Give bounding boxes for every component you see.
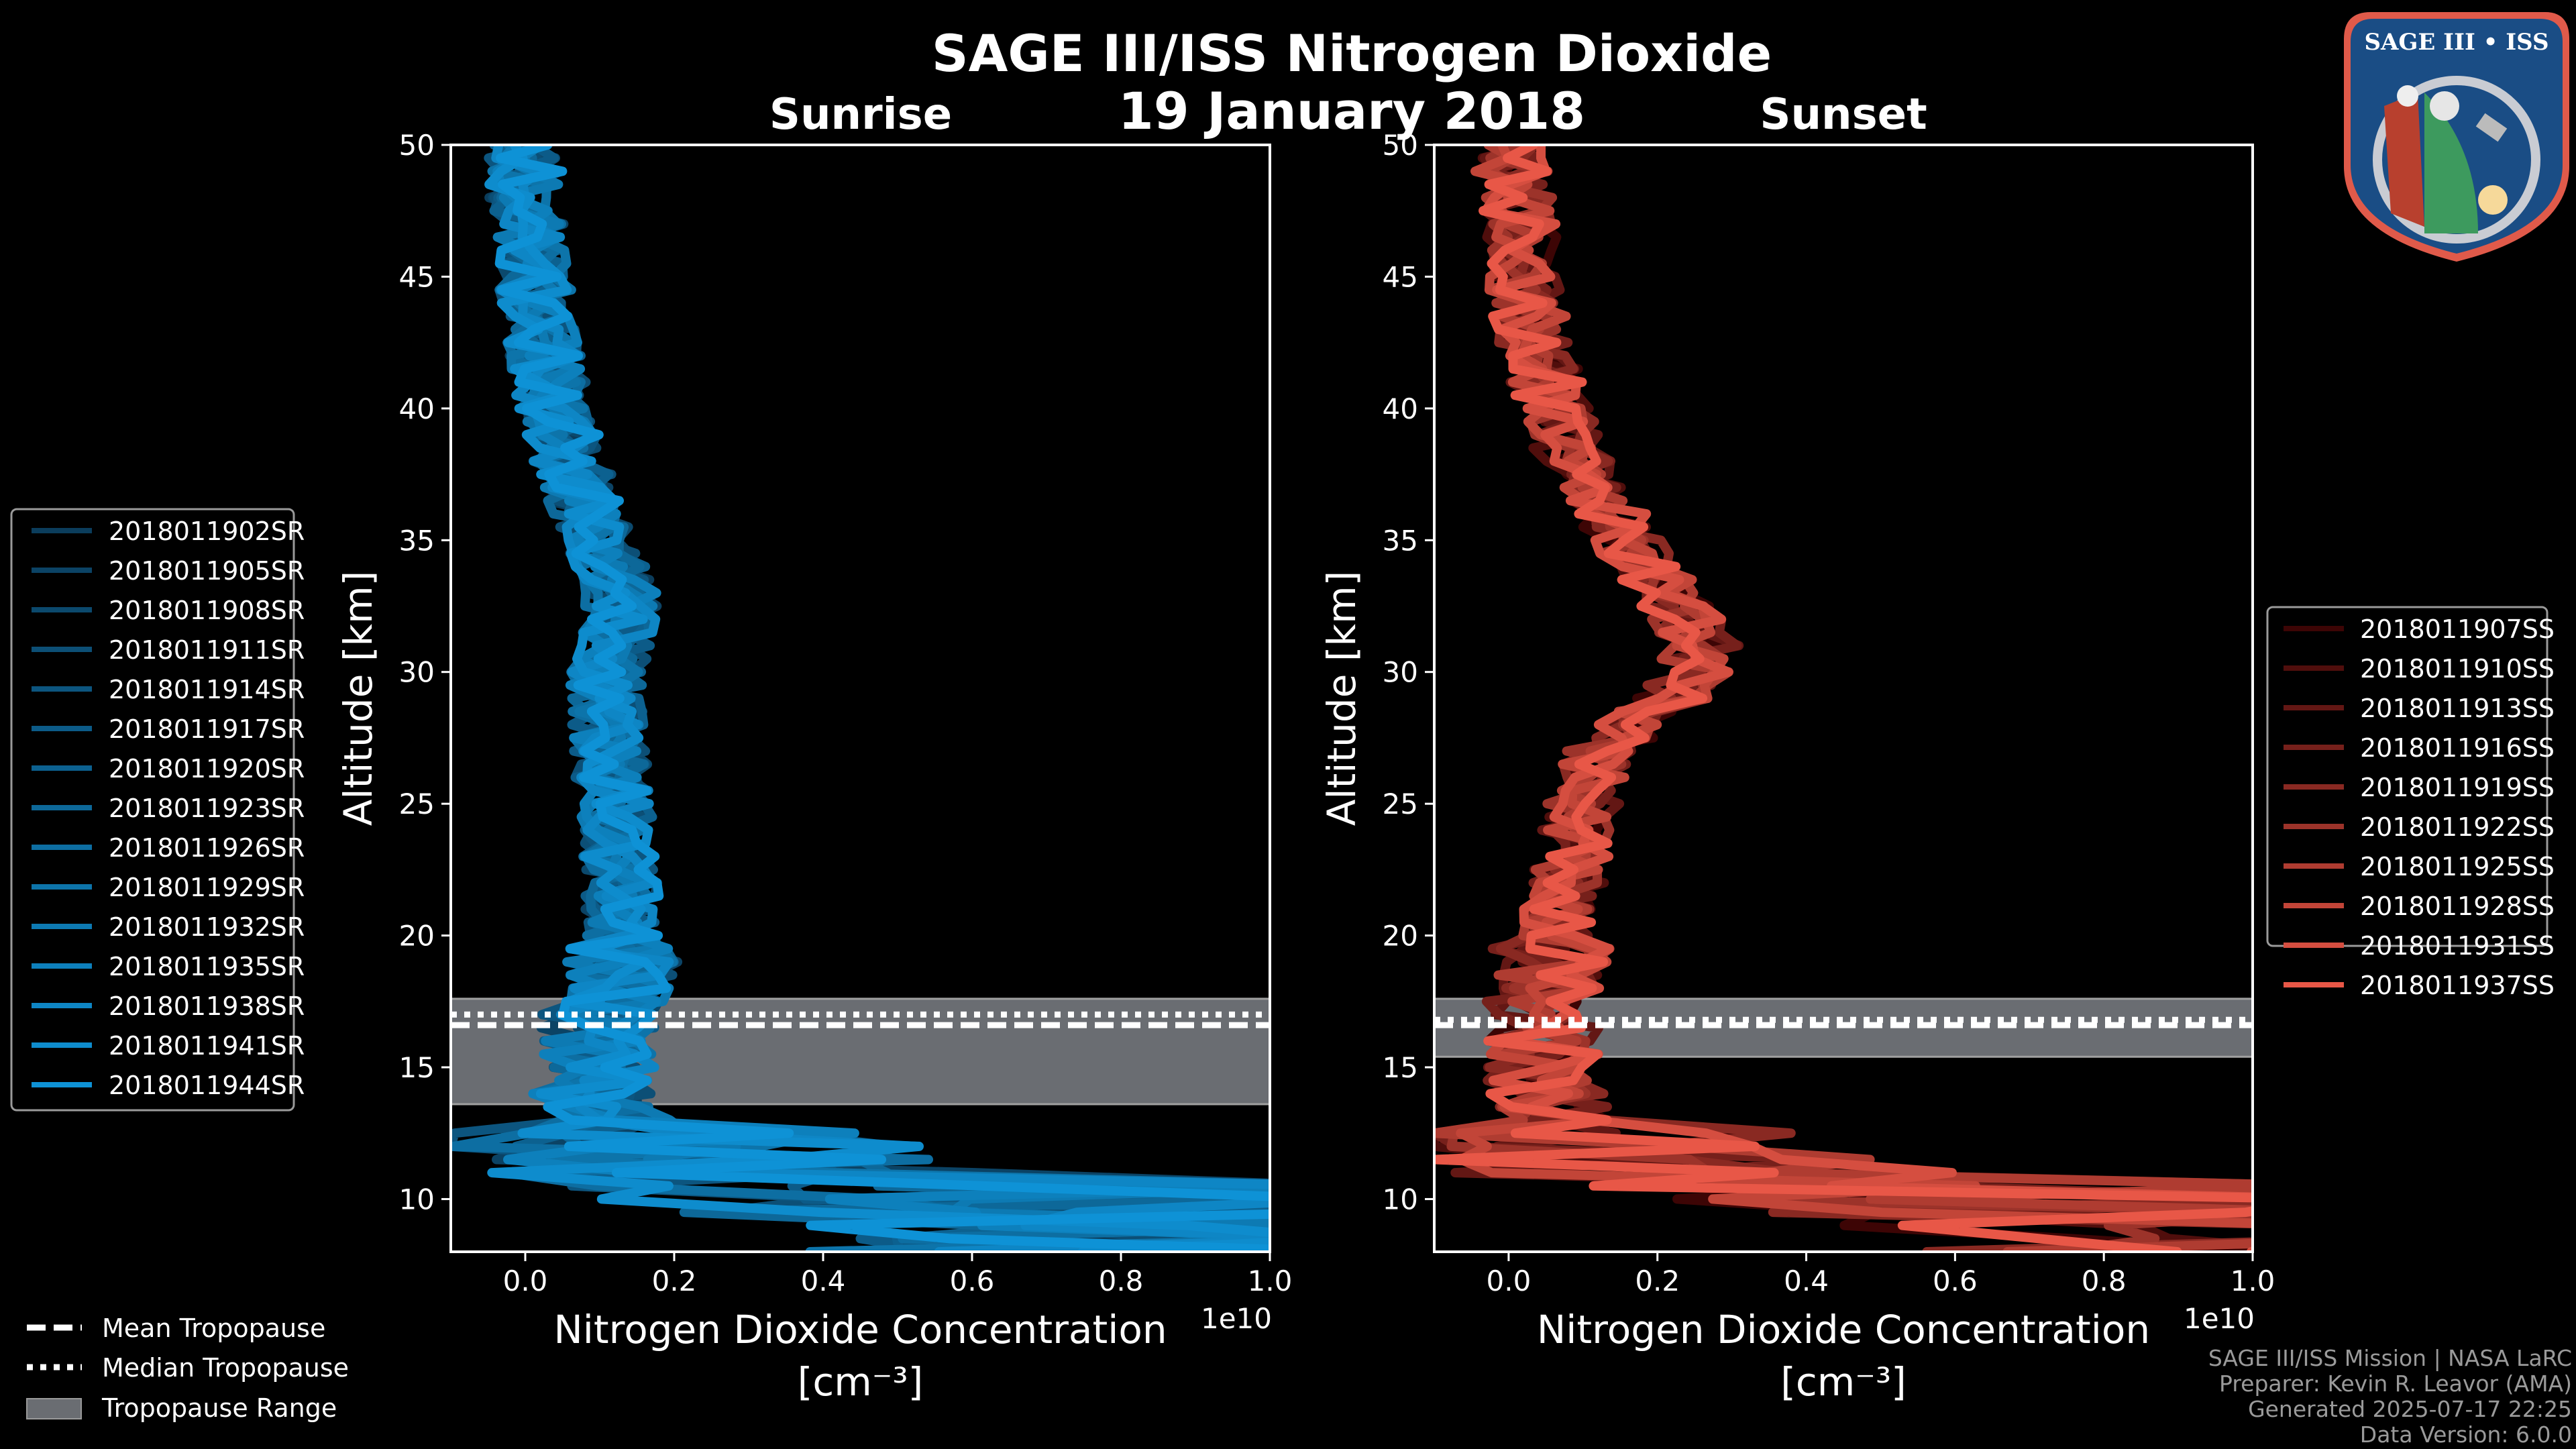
- footer-preparer: Preparer: Kevin R. Leavor (AMA): [2219, 1371, 2572, 1397]
- sage-iii-iss-logo: SAGE III • ISS: [2344, 12, 2569, 262]
- legend-label: 2018011922SS: [2360, 812, 2555, 842]
- legend-label: 2018011929SR: [109, 873, 305, 902]
- legend-label: 2018011937SS: [2360, 971, 2555, 1000]
- legend-label: 2018011902SR: [109, 517, 305, 546]
- y-tick-label: 35: [399, 524, 435, 557]
- legend-label: 2018011908SR: [109, 596, 305, 625]
- legend-label: 2018011923SR: [109, 794, 305, 823]
- y-tick-label: 25: [1383, 788, 1418, 820]
- y-tick-label: 45: [1383, 260, 1418, 293]
- y-tick-label: 35: [1383, 524, 1418, 557]
- sunrise-legend: 2018011902SR 2018011905SR 2018011908SR 2018…: [10, 508, 305, 1112]
- y-tick-label: 15: [1383, 1051, 1418, 1084]
- footer-credits: SAGE III/ISS Mission | NASA LaRC Prepare…: [2208, 1345, 2572, 1448]
- legend-label: 2018011919SS: [2360, 773, 2555, 802]
- x-tick-label: 0.2: [652, 1265, 697, 1297]
- logo-title: SAGE III • ISS: [2364, 29, 2548, 56]
- x-tick-label: 0.2: [1635, 1265, 1680, 1297]
- y-tick-label: 50: [399, 129, 435, 162]
- legend-frame: [10, 508, 295, 1112]
- y-axis-label: Altitude [km]: [335, 571, 381, 826]
- footer-mission: SAGE III/ISS Mission | NASA LaRC: [2208, 1345, 2572, 1371]
- tropopause-legend: Mean Tropopause Median Tropopause Tropop…: [26, 1313, 349, 1423]
- y-tick-label: 40: [399, 392, 435, 425]
- x-tick-label: 0.0: [1487, 1265, 1532, 1297]
- y-tick-label: 40: [1383, 392, 1418, 425]
- profile-line-2018011944SR: [494, 145, 1270, 1252]
- axes-frame: [1433, 144, 2254, 1253]
- x-axis-label: Nitrogen Dioxide Concentration: [1537, 1307, 2150, 1352]
- tropopause-range-swatch: [26, 1398, 82, 1419]
- y-tick-label: 25: [399, 788, 435, 820]
- x-axis-units: [cm⁻³]: [798, 1359, 924, 1405]
- x-tick-label: 0.4: [801, 1265, 846, 1297]
- sunset-chart: 0.0 0.2 0.4 0.6 0.8 1.0 10 15 20 25 30 35 40 45 50 Nitr…: [1319, 129, 2275, 1405]
- moon-icon: [2430, 91, 2459, 121]
- legend-label: 2018011925SS: [2360, 852, 2555, 881]
- x-tick-label: 0.6: [1933, 1265, 1978, 1297]
- footer-data-version: Data Version: 6.0.0: [2360, 1421, 2572, 1448]
- y-tick-label: 30: [399, 656, 435, 689]
- x-tick-label: 0.4: [1784, 1265, 1829, 1297]
- legend-label: 2018011932SR: [109, 912, 305, 942]
- profile-line-2018011937SS: [1434, 145, 2253, 1252]
- legend-label: 2018011916SS: [2360, 733, 2555, 763]
- legend-label: 2018011920SR: [109, 754, 305, 784]
- sunrise-panel-title: Sunrise: [769, 90, 952, 140]
- legend-label: 2018011928SS: [2360, 892, 2555, 921]
- legend-label: 2018011911SR: [109, 635, 305, 665]
- sunset-panel-title: Sunset: [1760, 90, 1927, 140]
- legend-label: 2018011917SR: [109, 714, 305, 744]
- sunset-legend: 2018011907SS 2018011910SS 2018011913SS 2018…: [2266, 606, 2555, 1000]
- x-tick-label: 1.0: [2231, 1265, 2275, 1297]
- tropopause-range-label: Tropopause Range: [101, 1393, 337, 1423]
- profile-line-2018011923SR: [494, 145, 1270, 1252]
- figure-title: SAGE III/ISS Nitrogen Dioxide: [932, 23, 1772, 83]
- legend-frame: [2266, 606, 2548, 947]
- x-tick-label: 0.6: [950, 1265, 995, 1297]
- x-tick-label: 0.8: [1099, 1265, 1144, 1297]
- y-tick-label: 30: [1383, 656, 1418, 689]
- profile-line-2018011938SR: [491, 145, 1270, 1252]
- y-tick-label: 20: [399, 920, 435, 953]
- legend-label: 2018011905SR: [109, 556, 305, 586]
- legend-label: 2018011941SR: [109, 1031, 305, 1061]
- legend-label: 2018011926SR: [109, 833, 305, 863]
- y-axis-label: Altitude [km]: [1319, 571, 1364, 826]
- x-axis-multiplier: 1e10: [1201, 1302, 1272, 1335]
- x-tick-label: 0.0: [503, 1265, 548, 1297]
- legend-label: 2018011913SS: [2360, 694, 2555, 723]
- sun-icon: [2478, 185, 2508, 215]
- sunrise-chart: 0.0 0.2 0.4 0.6 0.8 1.0 10 15 20 25 30 35 40 45 50 Nitr…: [335, 129, 1293, 1405]
- y-tick-label: 15: [399, 1051, 435, 1084]
- plot-area: [1434, 145, 2253, 1252]
- legend-label: 2018011907SS: [2360, 614, 2555, 644]
- median-tropopause-label: Median Tropopause: [102, 1353, 349, 1383]
- legend-label: 2018011935SR: [109, 952, 305, 981]
- x-axis-units: [cm⁻³]: [1780, 1359, 1907, 1405]
- mean-tropopause-label: Mean Tropopause: [102, 1313, 325, 1343]
- axes-frame: [449, 144, 1271, 1253]
- y-tick-label: 10: [1383, 1183, 1418, 1216]
- figure-date: 19 January 2018: [1118, 81, 1585, 141]
- x-tick-label: 0.8: [2082, 1265, 2127, 1297]
- legend-label: 2018011910SS: [2360, 654, 2555, 684]
- y-tick-label: 45: [399, 260, 435, 293]
- y-tick-label: 10: [399, 1183, 435, 1216]
- x-axis-label: Nitrogen Dioxide Concentration: [553, 1307, 1167, 1352]
- x-tick-label: 1.0: [1248, 1265, 1293, 1297]
- x-axis-multiplier: 1e10: [2184, 1302, 2255, 1335]
- y-tick-label: 20: [1383, 920, 1418, 953]
- y-tick-label: 50: [1383, 129, 1418, 162]
- footer-generated: Generated 2025-07-17 22:25: [2248, 1396, 2572, 1422]
- legend-label: 2018011931SS: [2360, 931, 2555, 961]
- legend-label: 2018011944SR: [109, 1071, 305, 1100]
- profile-line-2018011928SS: [1456, 145, 2253, 1228]
- legend-label: 2018011938SR: [109, 991, 305, 1021]
- plot-area: [451, 145, 1270, 1252]
- legend-label: 2018011914SR: [109, 675, 305, 704]
